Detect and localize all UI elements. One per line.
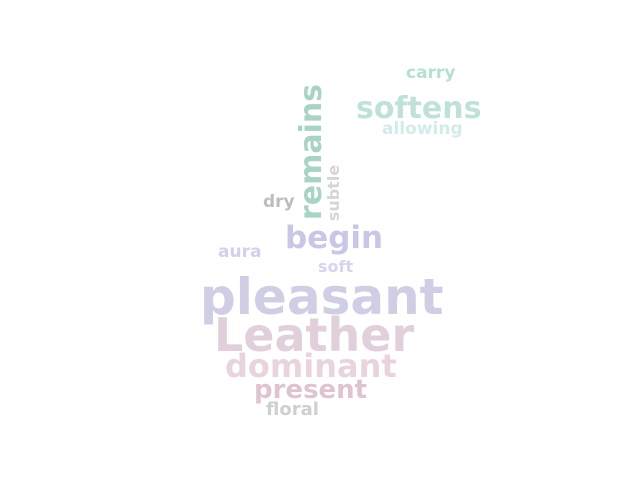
word-dominant: dominant	[225, 347, 397, 385]
word-soft: soft	[318, 257, 354, 276]
word-begin: begin	[285, 220, 384, 256]
word-carry: carry	[406, 63, 456, 83]
word-subtle: subtle	[324, 164, 344, 222]
word-aura: aura	[218, 242, 262, 262]
word-leather: Leather	[214, 308, 415, 362]
word-remains: remains	[294, 83, 330, 221]
word-present: present	[254, 375, 368, 405]
word-dry: dry	[263, 192, 295, 212]
word-floral: floral	[266, 399, 319, 420]
word-allowing: allowing	[382, 119, 463, 139]
word-pleasant: pleasant	[200, 268, 444, 326]
word-softens: softens	[356, 91, 482, 126]
